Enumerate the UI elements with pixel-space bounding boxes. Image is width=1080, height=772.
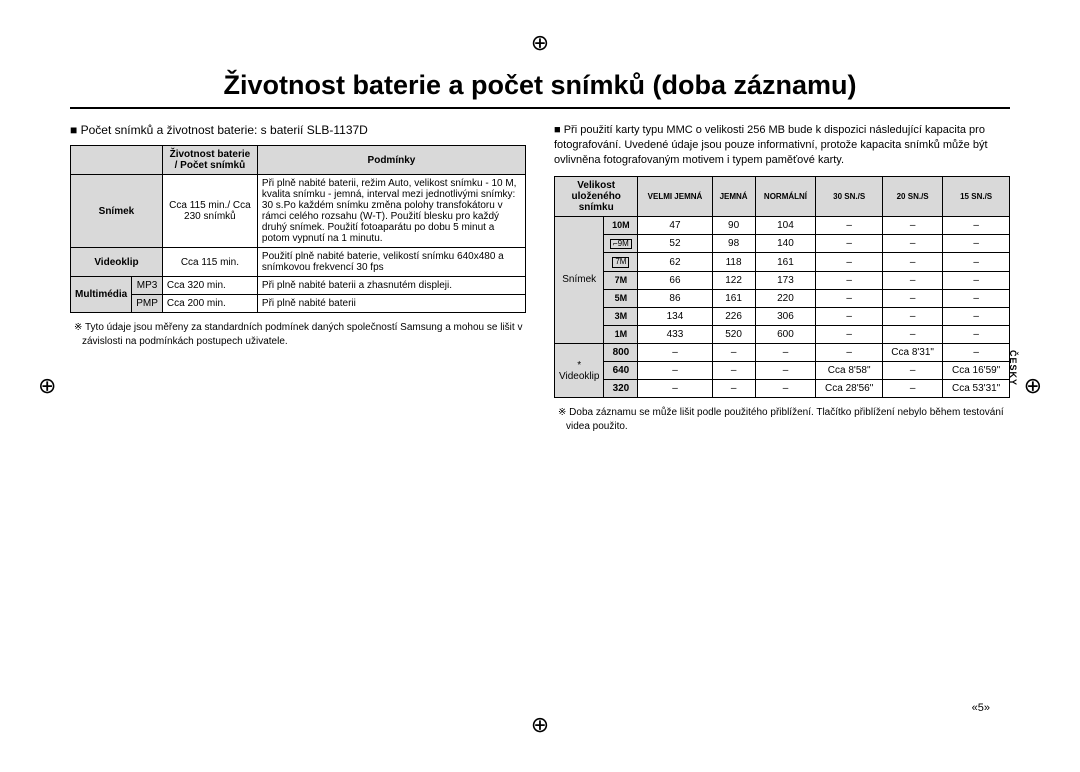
th-cond: Podmínky xyxy=(257,146,525,175)
crop-mark-right: ⊕ xyxy=(1024,373,1042,399)
th-size: Velikost uloženého snímku xyxy=(555,176,638,216)
th-life: Životnost baterie / Počet snímků xyxy=(162,146,257,175)
row-video-val: Cca 115 min. xyxy=(162,248,257,277)
row-mp3-label: MP3 xyxy=(132,277,163,295)
th-20: 20 SN./S xyxy=(883,176,943,216)
row-video-cond: Použití plně nabité baterie, velikostí s… xyxy=(257,248,525,277)
size-icon-10m: 10M xyxy=(612,220,630,230)
right-footnote: ※ Doba záznamu se může lišit podle použi… xyxy=(554,406,1010,433)
language-tab: ČESKY xyxy=(1008,350,1018,386)
snimek-group: Snímek xyxy=(555,216,604,344)
vrow2-label: 320 xyxy=(604,380,638,398)
crop-mark-left: ⊕ xyxy=(38,373,56,399)
row-video-label: Videoklip xyxy=(71,248,163,277)
row-mp3-val: Cca 320 min. xyxy=(162,277,257,295)
row-pmp-label: PMP xyxy=(132,295,163,313)
row-mp3-cond: Při plně nabité baterii a zhasnutém disp… xyxy=(257,277,525,295)
size-icon-9m: ⌐9M xyxy=(610,239,632,250)
page-title: Životnost baterie a počet snímků (doba z… xyxy=(70,70,1010,109)
row-pmp-val: Cca 200 min. xyxy=(162,295,257,313)
row-mm-label: Multimédia xyxy=(71,277,132,313)
th-15: 15 SN./S xyxy=(943,176,1010,216)
th-vj: VELMI JEMNÁ xyxy=(638,176,712,216)
size-icon-5m: 5M xyxy=(615,293,628,303)
size-icon-1m: 1M xyxy=(615,329,628,339)
page-number: «5» xyxy=(972,702,990,714)
row-snimek-val: Cca 115 min./ Cca 230 snímků xyxy=(162,175,257,248)
row-pmp-cond: Při plně nabité baterii xyxy=(257,295,525,313)
left-heading: Počet snímků a životnost baterie: s bate… xyxy=(70,123,526,137)
right-intro: ■ Při použití karty typu MMC o velikosti… xyxy=(554,123,1010,168)
left-footnote: ※ Tyto údaje jsou měřeny za standardních… xyxy=(70,321,526,348)
video-group: * Videoklip xyxy=(555,344,604,398)
battery-table: Životnost baterie / Počet snímků Podmínk… xyxy=(70,145,526,313)
crop-mark-bottom: ⊕ xyxy=(531,712,549,738)
capacity-table: Velikost uloženého snímku VELMI JEMNÁ JE… xyxy=(554,176,1010,399)
crop-mark-top: ⊕ xyxy=(531,30,549,56)
th-j: JEMNÁ xyxy=(712,176,755,216)
size-icon-7m-box: 7M xyxy=(612,257,629,268)
row-snimek-label: Snímek xyxy=(71,175,163,248)
th-30: 30 SN./S xyxy=(816,176,883,216)
row-snimek-cond: Při plně nabité baterii, režim Auto, vel… xyxy=(257,175,525,248)
size-icon-3m: 3M xyxy=(615,311,628,321)
th-n: NORMÁLNÍ xyxy=(755,176,816,216)
vrow1-label: 640 xyxy=(604,362,638,380)
size-icon-7m: 7M xyxy=(615,275,628,285)
vrow0-label: 800 xyxy=(604,344,638,362)
